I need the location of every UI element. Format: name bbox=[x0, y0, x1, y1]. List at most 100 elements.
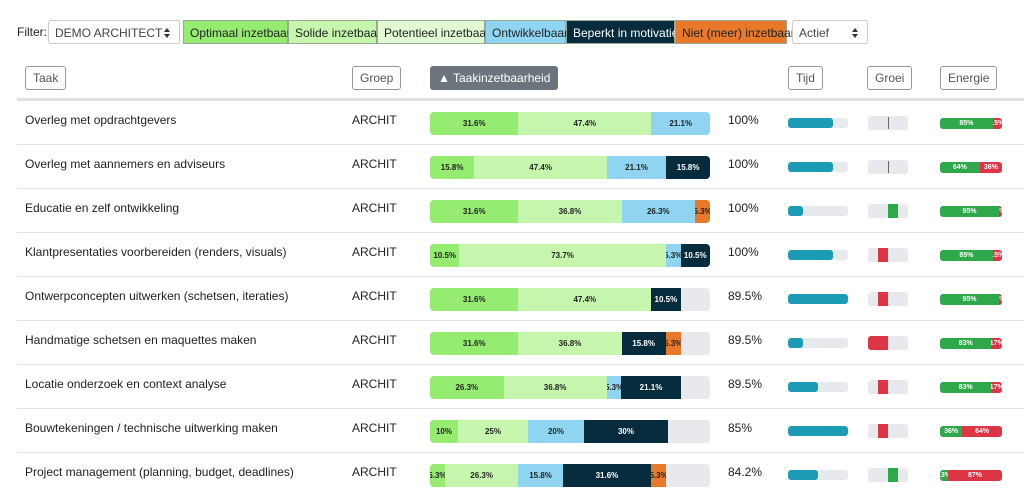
energy-bar: 13% 87% bbox=[940, 470, 1002, 481]
sort-growth[interactable]: Groei bbox=[867, 66, 913, 90]
growth-track bbox=[868, 248, 908, 262]
time-track bbox=[788, 162, 848, 172]
legend-chip[interactable]: Optimaal inzetbaar bbox=[183, 20, 291, 44]
energy-label: 85% bbox=[959, 252, 974, 259]
segment-label: 31.6% bbox=[462, 119, 486, 128]
segment-label: 30% bbox=[617, 427, 634, 436]
energy-segment: 95% bbox=[940, 206, 999, 217]
architect-value: DEMO ARCHITECT bbox=[55, 26, 163, 40]
time-bar bbox=[788, 338, 803, 348]
segment-label: 5.3% bbox=[665, 251, 681, 260]
energy-segment: 83% bbox=[940, 338, 992, 349]
energy-segment: 13% bbox=[940, 470, 949, 481]
status-value: Actief bbox=[799, 26, 830, 40]
table-row: Overleg met aannemers en adviseurs ARCHIT… bbox=[17, 144, 1024, 189]
score-bar: 15.8% 47.4% 21.1% 15.8% bbox=[430, 156, 710, 179]
energy-label: 87% bbox=[968, 472, 983, 479]
score-total: 100% bbox=[728, 201, 759, 215]
energy-label: 13% bbox=[940, 472, 948, 479]
energy-label: 83% bbox=[958, 384, 973, 391]
growth-bar bbox=[878, 424, 888, 438]
energy-segment: 85% bbox=[940, 250, 993, 261]
time-bar bbox=[788, 294, 848, 304]
header-rule bbox=[17, 98, 1024, 100]
segment-label: 5.3% bbox=[606, 383, 622, 392]
segment-label: 36.8% bbox=[558, 339, 582, 348]
score-segment: 26.3% bbox=[430, 376, 504, 399]
legend-chip[interactable]: Solide inzetbaar bbox=[288, 20, 381, 44]
segment-label: 31.6% bbox=[462, 295, 486, 304]
time-bar bbox=[788, 206, 803, 216]
growth-bar bbox=[868, 336, 888, 350]
score-segment: 31.6% bbox=[430, 200, 519, 223]
score-segment: 5.3% bbox=[665, 332, 681, 355]
score-segment: 31.6% bbox=[562, 464, 652, 487]
segment-label: 31.6% bbox=[462, 339, 486, 348]
score-segment: 5.3% bbox=[430, 464, 445, 487]
growth-bar bbox=[888, 161, 889, 173]
score-total: 100% bbox=[728, 245, 759, 259]
energy-label: 64% bbox=[952, 164, 967, 171]
segment-label: 5.3% bbox=[665, 339, 681, 348]
score-segment: 10% bbox=[430, 420, 458, 443]
segment-label: 21.1% bbox=[625, 163, 648, 172]
time-track bbox=[788, 382, 848, 392]
time-bar bbox=[788, 162, 833, 172]
energy-label: 17% bbox=[991, 384, 1002, 391]
table-row: Project management (planning, budget, de… bbox=[17, 452, 1024, 497]
legend-chip[interactable]: Ontwikkelbaar bbox=[485, 20, 568, 44]
time-track bbox=[788, 426, 848, 436]
energy-label: 95% bbox=[962, 296, 977, 303]
status-select[interactable]: Actief bbox=[792, 20, 868, 44]
score-total: 100% bbox=[728, 157, 759, 171]
energy-segment: 17% bbox=[991, 338, 1002, 349]
architect-select[interactable]: DEMO ARCHITECT bbox=[48, 20, 180, 44]
table-row: Locatie onderzoek en context analyse ARCH… bbox=[17, 364, 1024, 409]
segment-label: 47.4% bbox=[573, 295, 597, 304]
energy-segment: 64% bbox=[962, 426, 1002, 437]
sort-task[interactable]: Taak bbox=[25, 66, 67, 90]
time-bar bbox=[788, 382, 818, 392]
segment-label: 15.8% bbox=[632, 339, 655, 348]
segment-label: 26.3% bbox=[470, 471, 493, 480]
legend-chip[interactable]: Beperkt in motivatie bbox=[566, 20, 678, 44]
energy-segment: 95% bbox=[940, 294, 999, 305]
score-segment: 25% bbox=[458, 420, 528, 443]
sort-energy[interactable]: Energie bbox=[940, 66, 998, 90]
sort-time[interactable]: Tijd bbox=[788, 66, 823, 90]
table-row: Bouwtekeningen / technische uitwerking m… bbox=[17, 408, 1024, 453]
table-row: Handmatige schetsen en maquettes maken AR… bbox=[17, 320, 1024, 365]
growth-bar bbox=[878, 380, 888, 394]
select-arrow bbox=[852, 28, 858, 38]
segment-label: 20% bbox=[547, 427, 564, 436]
energy-bar: 36% 64% bbox=[940, 426, 1002, 437]
legend-chip[interactable]: Potentieel inzetbaar bbox=[377, 20, 490, 44]
segment-label: 15.8% bbox=[440, 163, 464, 172]
segment-label: 36.8% bbox=[558, 207, 582, 216]
sort-score[interactable]: ▲ Taakinzetbaarheid bbox=[430, 66, 559, 90]
sort-group[interactable]: Groep bbox=[352, 66, 402, 90]
growth-track bbox=[868, 380, 908, 394]
task-name: Locatie onderzoek en context analyse bbox=[25, 377, 227, 391]
score-segment: 36.8% bbox=[518, 332, 622, 355]
segment-label: 36.8% bbox=[543, 383, 567, 392]
group-name: ARCHIT bbox=[352, 157, 397, 171]
segment-label: 5.3% bbox=[695, 207, 710, 216]
growth-bar bbox=[878, 292, 888, 306]
time-track bbox=[788, 206, 848, 216]
legend-chip[interactable]: Niet (meer) inzetbaar bbox=[675, 20, 795, 44]
segment-label: 21.1% bbox=[639, 383, 663, 392]
segment-label: 47.4% bbox=[529, 163, 552, 172]
growth-track bbox=[868, 204, 908, 218]
group-name: ARCHIT bbox=[352, 421, 397, 435]
time-track bbox=[788, 338, 848, 348]
score-segment: 10.5% bbox=[430, 244, 460, 267]
time-track bbox=[788, 294, 848, 304]
energy-label: 85% bbox=[959, 120, 974, 127]
energy-label: 5% bbox=[999, 208, 1002, 215]
energy-bar: 64% 36% bbox=[940, 162, 1002, 173]
task-name: Project management (planning, budget, de… bbox=[25, 465, 294, 479]
segment-label: 15.8% bbox=[529, 471, 552, 480]
segment-label: 26.3% bbox=[455, 383, 479, 392]
energy-label: 15% bbox=[993, 252, 1002, 259]
